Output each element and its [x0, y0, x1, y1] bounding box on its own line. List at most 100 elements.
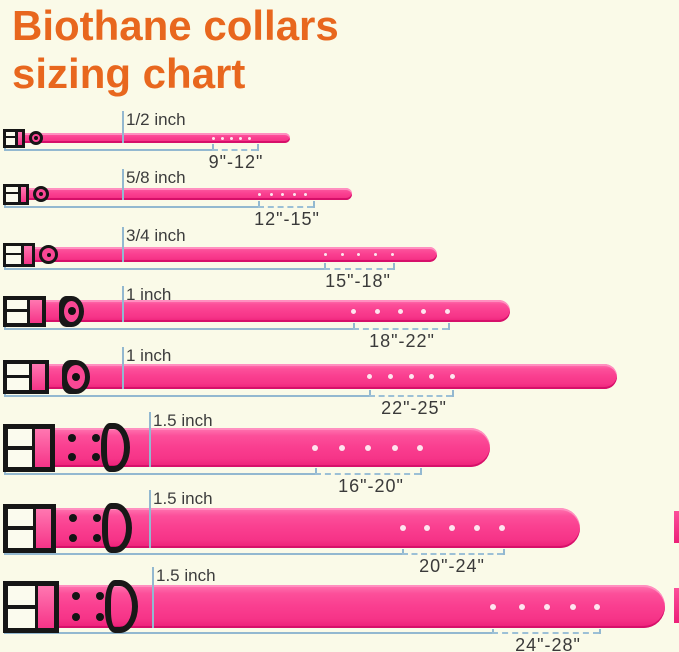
measure-tick-end: [448, 323, 450, 330]
measure-line-solid: [4, 149, 212, 151]
measure-line-dashed: [212, 149, 257, 151]
page-title: Biothane collars sizing chart: [12, 2, 339, 98]
width-tick-line: [122, 347, 124, 389]
buckle-frame-icon: [3, 423, 55, 472]
measure-tick-left: [4, 389, 6, 396]
collar-strap: [3, 295, 510, 327]
buckle-frame-icon: [3, 503, 56, 553]
measure-line-dashed: [258, 206, 313, 208]
measure-tick-mid: [353, 323, 355, 330]
buckle-openings: [6, 186, 18, 202]
measure-line-dashed: [492, 632, 599, 634]
buckle-openings: [6, 131, 16, 145]
buckle-ring-icon: [33, 186, 49, 202]
width-tick-line: [152, 567, 154, 628]
width-tick-line: [122, 169, 124, 200]
d-ring-icon: [101, 423, 130, 472]
measure-tick-mid: [369, 390, 371, 397]
measure-line-dashed: [402, 553, 503, 555]
buckle-strap-wrap: [21, 245, 32, 264]
collar-width-label: 5/8 inch: [126, 168, 186, 187]
measure-tick-end: [313, 201, 315, 208]
measure-line-solid: [4, 328, 353, 330]
collar-size-label: 20"-24": [419, 556, 485, 576]
d-ring-icon: [105, 580, 138, 633]
collar-strap: [3, 242, 437, 267]
measure-line-dashed: [369, 395, 452, 397]
buckle-strap-wrap: [27, 299, 42, 323]
title-line-1: Biothane collars: [12, 2, 339, 49]
buckle-frame-icon: [3, 580, 59, 633]
measure-line-dashed: [315, 473, 420, 475]
width-tick-line: [149, 412, 151, 467]
measure-tick-mid: [324, 263, 326, 270]
measure-line-dashed: [353, 328, 448, 330]
width-tick-line: [149, 490, 151, 548]
edge-strap-sliver: [674, 511, 679, 543]
measure-tick-mid: [315, 468, 317, 475]
width-tick-line: [122, 286, 124, 322]
collar-size-label: 15"-18": [325, 271, 391, 291]
collar-size-label: 16"-20": [338, 476, 404, 496]
measure-tick-left: [4, 200, 6, 207]
collar-width-label: 1 inch: [126, 346, 172, 365]
measure-tick-left: [4, 322, 6, 329]
buckle-frame-icon: [3, 128, 25, 148]
collar-strap: [3, 580, 665, 633]
buckle-openings: [8, 508, 33, 548]
collar-width-label: 1 inch: [126, 285, 172, 304]
edge-strap-sliver: [674, 588, 679, 623]
collar-width-label: 3/4 inch: [126, 226, 186, 245]
buckle-strap-wrap: [15, 131, 22, 145]
measure-line-solid: [4, 632, 492, 634]
d-ring-icon: [59, 295, 84, 327]
collar-strap: [3, 423, 490, 472]
measure-line-solid: [4, 206, 258, 208]
buckle-strap-wrap: [32, 508, 51, 548]
d-ring-icon: [62, 359, 90, 394]
measure-tick-left: [4, 262, 6, 269]
d-ring-icon: [102, 503, 132, 553]
buckle-frame-icon: [3, 359, 49, 394]
title-line-2: sizing chart: [12, 49, 246, 97]
measure-tick-end: [257, 144, 259, 151]
collar-size-label: 24"-28": [515, 635, 581, 652]
measure-tick-mid: [258, 201, 260, 208]
buckle-openings: [6, 245, 22, 264]
buckle-ring-icon: [39, 245, 58, 264]
width-tick-line: [122, 111, 124, 143]
buckle-openings: [8, 585, 35, 628]
buckle-strap-wrap: [32, 428, 50, 467]
measure-line-solid: [4, 553, 402, 555]
buckle-openings: [8, 428, 33, 467]
measure-tick-mid: [402, 549, 404, 555]
width-tick-line: [122, 227, 124, 262]
measure-tick-left: [4, 143, 6, 150]
measure-line-solid: [4, 268, 324, 270]
collar-size-label: 18"-22": [369, 331, 435, 351]
measure-tick-left: [4, 467, 6, 474]
measure-tick-mid: [492, 629, 494, 634]
measure-tick-end: [599, 629, 601, 634]
collar-width-label: 1/2 inch: [126, 110, 186, 129]
measure-tick-end: [393, 263, 395, 270]
collar-width-label: 1.5 inch: [153, 489, 213, 508]
collar-width-label: 1.5 inch: [156, 566, 216, 585]
buckle-frame-icon: [3, 295, 46, 327]
buckle-strap-wrap: [29, 363, 45, 390]
measure-line-solid: [4, 473, 315, 475]
buckle-strap-wrap: [34, 585, 54, 628]
collar-strap: [3, 128, 290, 148]
collar-width-label: 1.5 inch: [153, 411, 213, 430]
buckle-frame-icon: [3, 242, 35, 267]
measure-tick-mid: [212, 144, 214, 151]
measure-line-dashed: [324, 268, 393, 270]
buckle-ring-icon: [29, 131, 43, 145]
